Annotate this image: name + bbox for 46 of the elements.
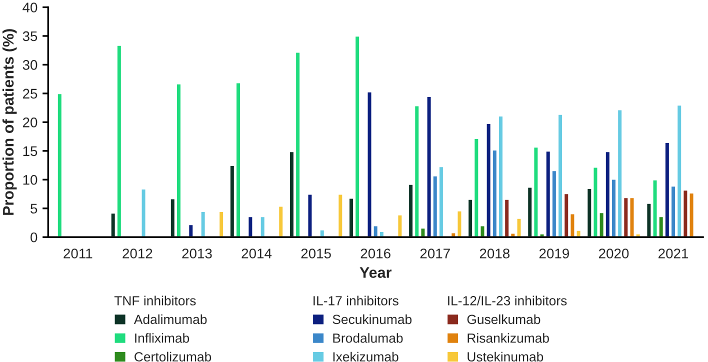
bar bbox=[337, 193, 344, 238]
y-tick-label: 10 bbox=[23, 174, 38, 185]
legend-label: Risankizumab bbox=[468, 333, 549, 343]
legend-label: Infliximab bbox=[135, 333, 190, 343]
bar bbox=[306, 193, 314, 238]
y-tick-label: 5 bbox=[30, 204, 38, 214]
x-tick-label: 2014 bbox=[242, 248, 272, 258]
legend-label: Ustekinumab bbox=[468, 352, 544, 362]
legend-label: Adalimumab bbox=[134, 314, 207, 324]
bar bbox=[278, 205, 284, 238]
x-tick-label: 2011 bbox=[64, 248, 92, 258]
x-tick-label: 2021 bbox=[658, 248, 688, 258]
legend-label: Certolizumab bbox=[134, 352, 212, 362]
bar bbox=[259, 216, 266, 238]
text: TNF inhibitors bbox=[114, 296, 196, 306]
bar bbox=[218, 210, 224, 238]
bar bbox=[319, 228, 326, 238]
y-tick-label: 35 bbox=[22, 31, 38, 42]
x-tick-label: 2018 bbox=[480, 248, 510, 258]
x-tick-label: 2012 bbox=[122, 248, 152, 258]
bar bbox=[140, 188, 147, 238]
x-tick-label: 2016 bbox=[360, 248, 390, 258]
x-axis-title: Year bbox=[360, 267, 392, 278]
x-tick-label: 2017 bbox=[420, 248, 450, 258]
bar bbox=[396, 214, 404, 238]
legend-label: Guselkumab bbox=[467, 314, 540, 324]
y-tick-label: 0 bbox=[30, 232, 38, 242]
text: IL-12/IL-23 inhibitors bbox=[448, 296, 567, 306]
x-tick-label: 2015 bbox=[301, 248, 331, 258]
legend-label: Brodalumab bbox=[333, 333, 403, 343]
y-tick-label: 25 bbox=[22, 88, 38, 99]
x-tick-label: 2013 bbox=[182, 248, 212, 258]
bar bbox=[247, 216, 254, 238]
legend-label: Ixekizumab bbox=[333, 352, 398, 362]
legend-label: Secukinumab bbox=[332, 314, 412, 324]
y-tick-label: 40 bbox=[22, 2, 38, 12]
y-tick-label: 30 bbox=[22, 60, 38, 70]
y-tick-label: 15 bbox=[23, 146, 38, 156]
bar bbox=[200, 210, 206, 238]
text: IL-17 inhibitors bbox=[314, 296, 398, 306]
y-tick-label: 20 bbox=[22, 118, 38, 128]
bar bbox=[188, 224, 194, 238]
x-tick-label: 2020 bbox=[598, 248, 629, 258]
bar bbox=[56, 92, 63, 238]
y-axis-title: Proportion of patients (%) bbox=[2, 29, 17, 215]
x-tick-label: 2019 bbox=[539, 248, 569, 258]
